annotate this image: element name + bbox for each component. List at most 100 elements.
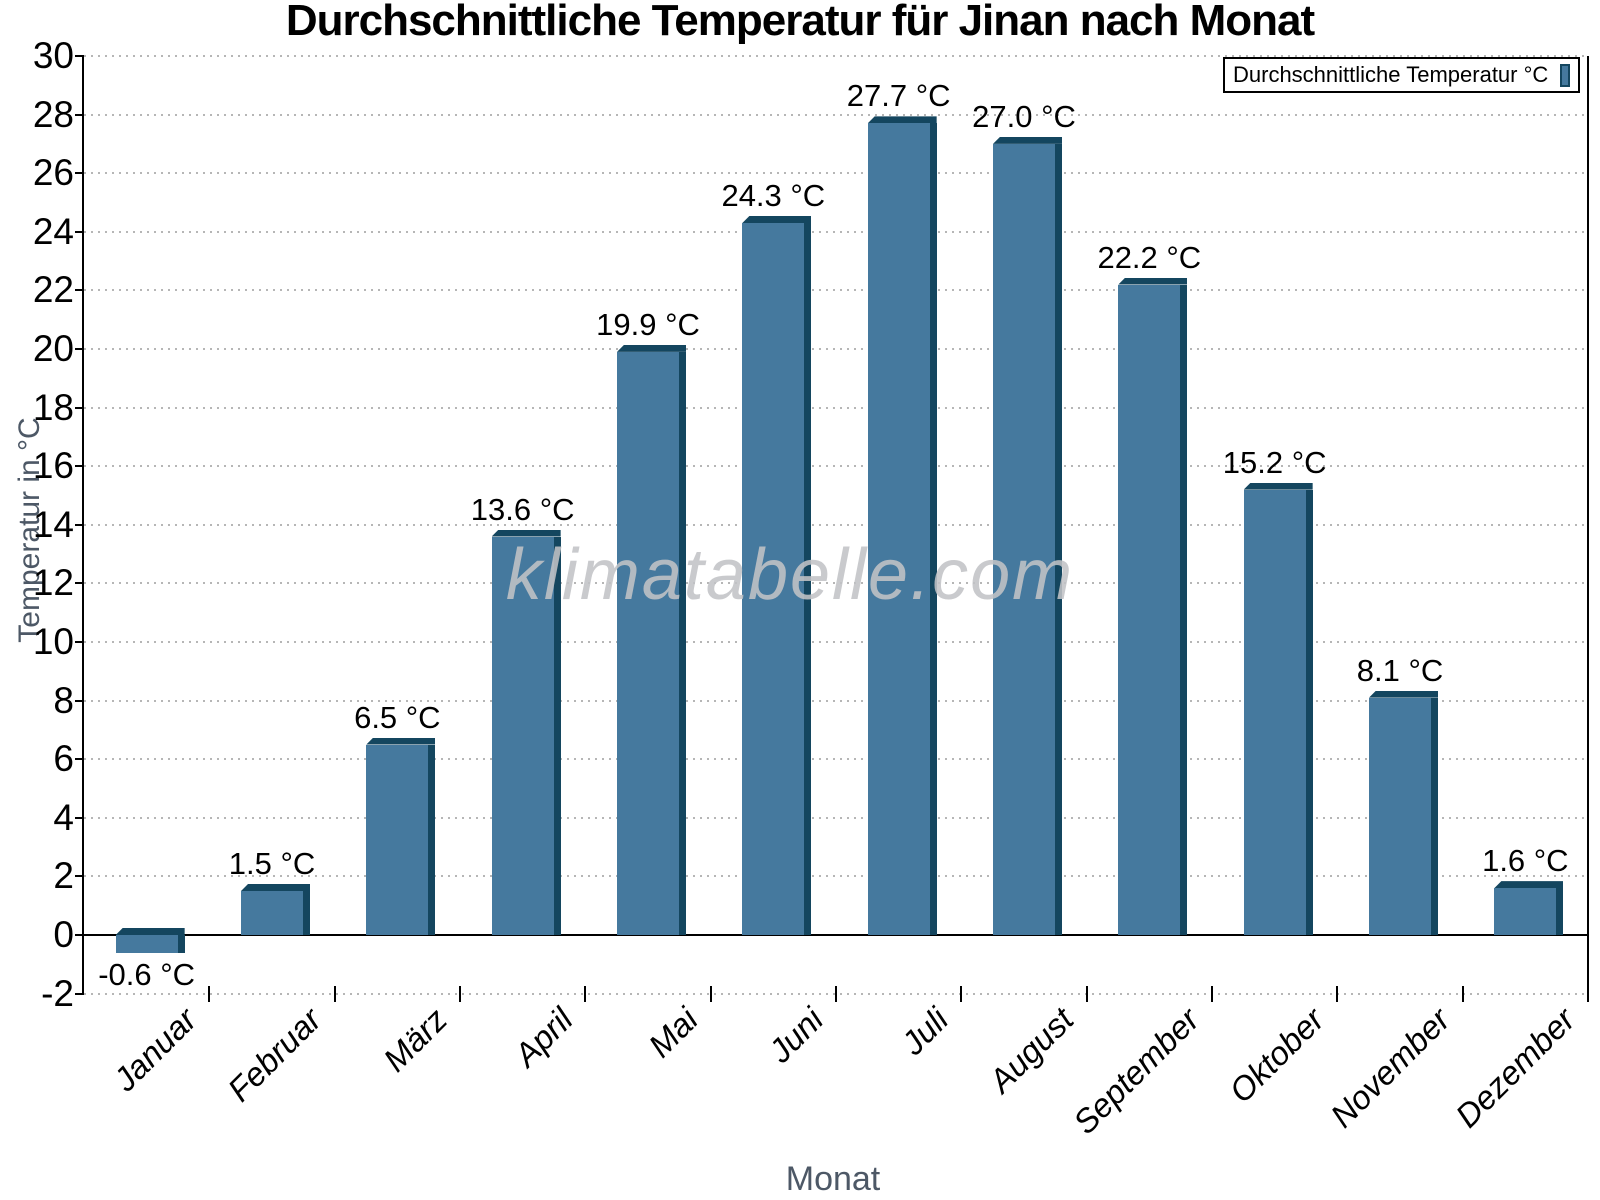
y-tick-6 xyxy=(75,758,84,761)
x-label-august: August xyxy=(981,1000,1081,1100)
x-label-april: April xyxy=(506,1000,580,1074)
gridline-24 xyxy=(84,230,1588,233)
x-tick-6 xyxy=(835,985,837,1002)
x-tick-5 xyxy=(709,985,712,1002)
bar-top-februar xyxy=(241,884,310,892)
bar-oktober xyxy=(1243,489,1306,935)
bar-top-juni xyxy=(742,216,812,223)
gridline-6 xyxy=(84,758,1588,761)
gridline-26 xyxy=(84,172,1588,175)
y-tick-18 xyxy=(75,406,84,409)
value-label-september: 22.2 °C xyxy=(1097,239,1202,275)
x-label-oktober: Oktober xyxy=(1222,1000,1332,1110)
y-tick-label-22: 22 xyxy=(32,269,74,311)
y-tick-label-20: 20 xyxy=(32,328,74,369)
legend-label: Durchschnittliche Temperatur °C xyxy=(1233,62,1549,87)
y-tick-label-24: 24 xyxy=(32,210,74,252)
y-tick-2 xyxy=(75,875,84,878)
x-tick-3 xyxy=(459,985,461,1002)
bar-november xyxy=(1369,697,1431,935)
gridline-16 xyxy=(84,465,1588,468)
y-tick-4 xyxy=(75,816,84,819)
bar-juni xyxy=(742,223,805,935)
y-tick-0 xyxy=(75,934,84,936)
gridline-22 xyxy=(84,289,1588,292)
y-tick-label-8: 8 xyxy=(53,679,74,721)
x-label-dezember: Dezember xyxy=(1448,1000,1583,1135)
value-label-dezember: 1.6 °C xyxy=(1482,843,1569,879)
bar-top-dezember xyxy=(1494,881,1564,889)
bar-august xyxy=(993,143,1055,935)
y-tick-label-2: 2 xyxy=(53,855,74,897)
y-tick-label-10: 10 xyxy=(32,621,74,662)
y-tick-22 xyxy=(75,289,84,292)
bar-top-september xyxy=(1118,277,1188,285)
value-label-februar: 1.5 °C xyxy=(228,846,316,882)
bar-side-juli xyxy=(929,123,937,935)
gridline-8 xyxy=(84,699,1588,702)
x-label-november: November xyxy=(1322,1000,1457,1135)
bar-top-juli xyxy=(867,116,937,124)
bar-februar xyxy=(241,891,303,935)
bar-side-august xyxy=(1055,143,1062,935)
bar-mrz xyxy=(366,744,429,935)
value-label-april: 13.6 °C xyxy=(470,491,575,527)
y-tick-label-26: 26 xyxy=(32,152,74,194)
bar-top-mrz xyxy=(366,737,436,745)
x-label-februar: Februar xyxy=(220,1000,329,1109)
x-label-mrz: März xyxy=(376,1000,455,1079)
bar-top-november xyxy=(1369,690,1438,698)
plot-right-border xyxy=(1587,56,1589,1000)
y-tick-14 xyxy=(75,523,84,526)
y-tick-label-14: 14 xyxy=(32,503,74,545)
y-tick-label-18: 18 xyxy=(32,386,74,428)
bar-mai xyxy=(617,351,679,935)
bar-april xyxy=(491,536,554,935)
x-tick-12 xyxy=(1587,985,1589,1002)
y-tick-30 xyxy=(75,55,84,57)
y-tick-24 xyxy=(75,230,84,233)
y-tick-10 xyxy=(75,641,84,643)
gridline-28 xyxy=(84,113,1588,116)
bar-side-mai xyxy=(679,351,686,935)
bar-side-mrz xyxy=(428,744,436,935)
x-tick-4 xyxy=(584,985,587,1002)
x-tick-1 xyxy=(208,985,211,1002)
y-tick-28 xyxy=(75,113,84,116)
x-tick-10 xyxy=(1336,985,1339,1002)
bar-side-april xyxy=(553,536,561,935)
value-label-mai: 19.9 °C xyxy=(596,306,700,342)
watermark: klimatabelle.com xyxy=(505,535,1075,615)
y-tick--2 xyxy=(75,992,84,995)
y-tick-20 xyxy=(75,348,84,350)
bar-top-mai xyxy=(617,344,686,352)
y-tick-26 xyxy=(75,172,84,175)
chart-title: Durchschnittliche Temperatur für Jinan n… xyxy=(285,0,1315,45)
y-tick-label-30: 30 xyxy=(32,35,74,76)
bar-top-august xyxy=(993,136,1062,144)
value-label-juni: 24.3 °C xyxy=(721,178,826,213)
x-tick-7 xyxy=(960,985,963,1002)
value-label-november: 8.1 °C xyxy=(1356,652,1444,688)
x-label-januar: Januar xyxy=(105,1000,204,1099)
value-label-juli: 27.7 °C xyxy=(846,78,951,114)
y-tick-label-16: 16 xyxy=(32,445,74,487)
bar-side-februar xyxy=(303,891,310,935)
y-tick-label-0: 0 xyxy=(53,914,74,955)
x-tick-11 xyxy=(1461,985,1464,1002)
legend-swatch xyxy=(1560,63,1570,87)
bar-januar xyxy=(115,935,178,953)
value-label-januar: -0.6 °C xyxy=(98,956,196,992)
y-tick-12 xyxy=(75,582,84,585)
value-label-mrz: 6.5 °C xyxy=(354,699,441,735)
x-axis-title: Monat xyxy=(785,1160,881,1198)
y-axis-line xyxy=(82,56,84,994)
value-label-august: 27.0 °C xyxy=(972,98,1076,134)
bar-side-november xyxy=(1431,697,1438,935)
gridline-10 xyxy=(84,641,1588,643)
x-tick-9 xyxy=(1211,985,1213,1002)
y-tick-8 xyxy=(75,699,84,702)
bar-side-oktober xyxy=(1305,489,1313,935)
bar-juli xyxy=(867,123,930,935)
bar-side-juni xyxy=(804,223,812,935)
